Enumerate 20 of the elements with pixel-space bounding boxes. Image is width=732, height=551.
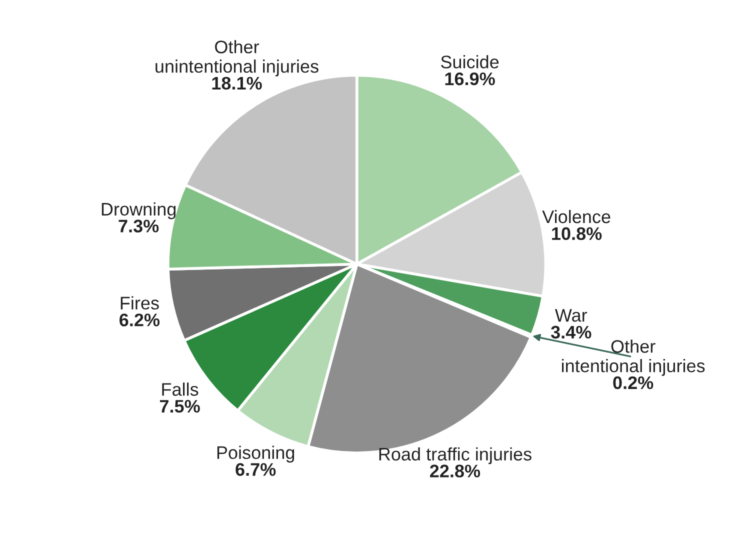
data-label: 7.5% <box>160 400 200 413</box>
data-label: 7.3% <box>118 220 159 232</box>
data-label: 10.8% <box>552 227 602 240</box>
slice-label: Other intentional injuries <box>562 340 705 376</box>
data-label: 18.1% <box>212 76 262 90</box>
data-label: 0.2% <box>613 376 654 390</box>
slice-label: Violence <box>542 210 610 224</box>
slice-label: War <box>554 309 588 322</box>
slice-label: Other unintentional injuries <box>156 40 318 76</box>
slice-label: Drowning <box>102 202 176 220</box>
slice-label: Fires <box>120 296 159 310</box>
slice-label: Falls <box>162 382 198 396</box>
data-label: 3.4% <box>550 326 592 339</box>
data-label: 22.8% <box>430 464 480 478</box>
data-label: 6.7% <box>236 463 276 476</box>
slice-label: Road traffic injuries <box>379 447 532 464</box>
data-label: 16.9% <box>445 72 495 86</box>
slice-label: Poisoning <box>217 446 294 463</box>
data-label: 6.2% <box>120 314 160 326</box>
slice-label: Suicide <box>441 55 499 68</box>
